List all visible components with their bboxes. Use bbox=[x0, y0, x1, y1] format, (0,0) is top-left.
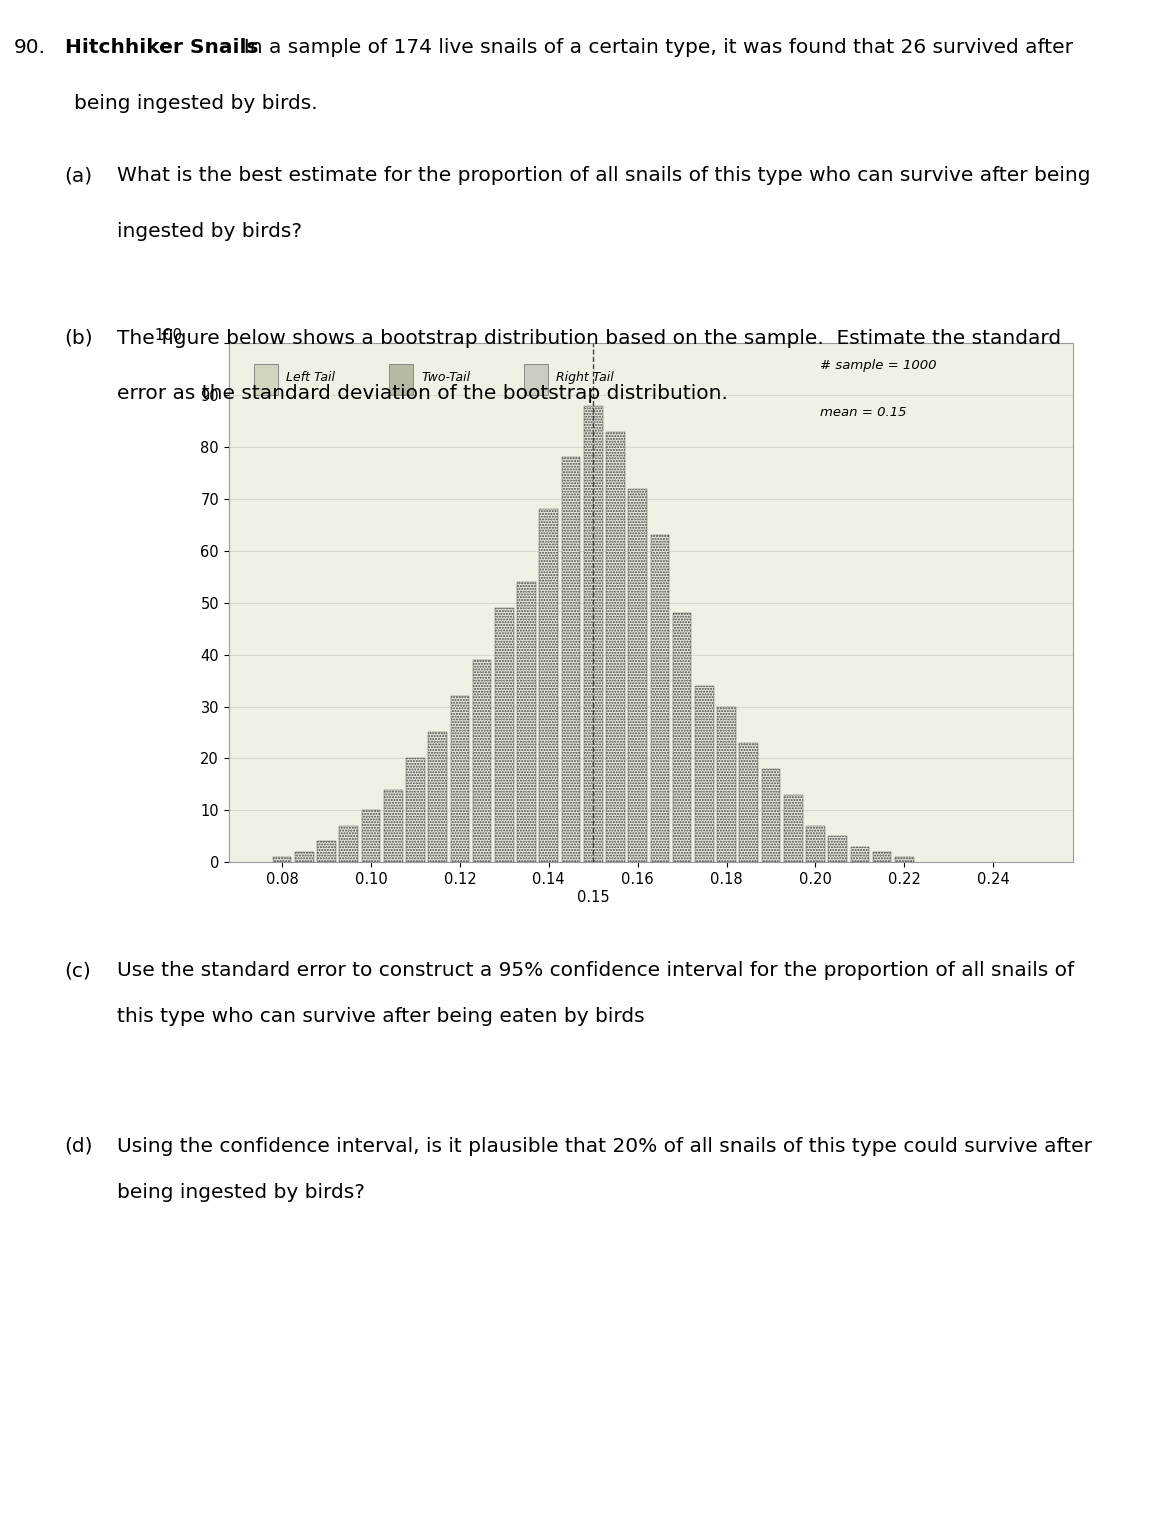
Bar bbox=[673, 613, 691, 862]
Text: In a sample of 174 live snails of a certain type, it was found that 26 survived : In a sample of 174 live snails of a cert… bbox=[231, 38, 1073, 56]
Bar bbox=[294, 852, 313, 862]
Bar bbox=[784, 795, 802, 862]
Bar bbox=[873, 852, 891, 862]
Bar bbox=[361, 810, 380, 862]
Text: Two-Tail: Two-Tail bbox=[421, 371, 470, 383]
Bar bbox=[524, 365, 548, 395]
Bar bbox=[806, 826, 825, 862]
Bar bbox=[629, 488, 647, 862]
Text: Left Tail: Left Tail bbox=[286, 371, 335, 383]
Bar bbox=[761, 769, 780, 862]
Bar bbox=[473, 659, 491, 862]
Text: 0.15: 0.15 bbox=[577, 890, 610, 905]
Text: (c): (c) bbox=[65, 961, 91, 980]
Text: What is the best estimate for the proportion of all snails of this type who can : What is the best estimate for the propor… bbox=[117, 166, 1091, 185]
Bar bbox=[584, 406, 603, 862]
Bar bbox=[651, 536, 670, 862]
Text: 100: 100 bbox=[155, 328, 182, 343]
Bar bbox=[406, 758, 425, 862]
Text: ingested by birds?: ingested by birds? bbox=[117, 221, 303, 241]
Text: Use the standard error to construct a 95% confidence interval for the proportion: Use the standard error to construct a 95… bbox=[117, 961, 1074, 980]
Bar bbox=[339, 826, 358, 862]
Bar bbox=[428, 732, 447, 862]
Bar bbox=[495, 607, 514, 862]
Text: Right Tail: Right Tail bbox=[556, 371, 615, 383]
Text: being ingested by birds.: being ingested by birds. bbox=[74, 93, 318, 113]
Text: Using the confidence interval, is it plausible that 20% of all snails of this ty: Using the confidence interval, is it pla… bbox=[117, 1137, 1092, 1155]
Text: this type who can survive after being eaten by birds: this type who can survive after being ea… bbox=[117, 1007, 645, 1025]
Bar bbox=[273, 858, 291, 862]
Text: mean = 0.15: mean = 0.15 bbox=[820, 406, 907, 418]
Bar bbox=[517, 581, 536, 862]
Text: The figure below shows a bootstrap distribution based on the sample.  Estimate t: The figure below shows a bootstrap distr… bbox=[117, 328, 1062, 348]
Bar bbox=[384, 789, 402, 862]
Bar bbox=[739, 743, 758, 862]
Bar bbox=[450, 696, 469, 862]
Bar bbox=[606, 432, 625, 862]
Bar bbox=[389, 365, 413, 395]
Text: (a): (a) bbox=[65, 166, 93, 185]
Text: # sample = 1000: # sample = 1000 bbox=[820, 359, 936, 372]
Text: being ingested by birds?: being ingested by birds? bbox=[117, 1183, 365, 1201]
Text: (d): (d) bbox=[65, 1137, 93, 1155]
Text: 90.: 90. bbox=[14, 38, 46, 56]
Bar bbox=[255, 365, 278, 395]
Bar bbox=[562, 458, 581, 862]
Text: error as the standard deviation of the bootstrap distribution.: error as the standard deviation of the b… bbox=[117, 385, 728, 403]
Text: (b): (b) bbox=[65, 328, 93, 348]
Bar bbox=[717, 707, 735, 862]
Bar bbox=[895, 858, 914, 862]
Bar bbox=[317, 841, 335, 862]
Bar bbox=[850, 847, 869, 862]
Text: Hitchhiker Snails: Hitchhiker Snails bbox=[65, 38, 258, 56]
Bar bbox=[828, 836, 847, 862]
Bar bbox=[540, 510, 558, 862]
Bar bbox=[696, 685, 713, 862]
